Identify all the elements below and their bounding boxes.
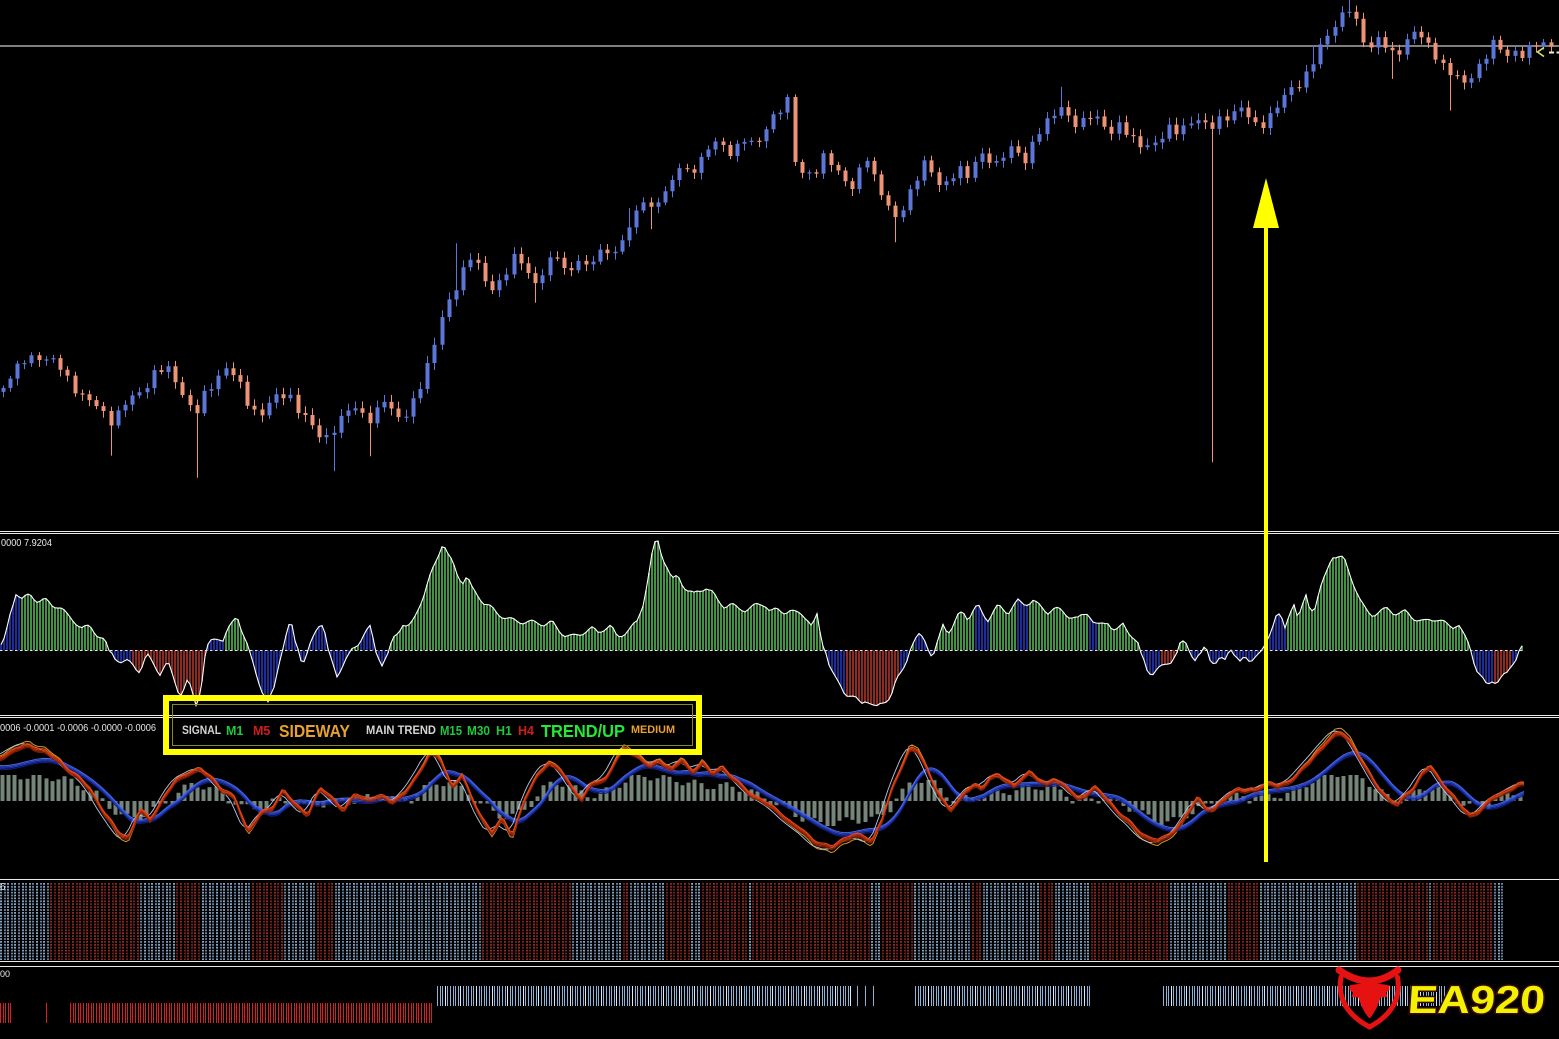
svg-text:0006 -0.0001 -0.0006 -0.0000 -: 0006 -0.0001 -0.0006 -0.0000 -0.0006 <box>0 722 156 734</box>
svg-text:6: 6 <box>0 882 6 893</box>
svg-text:H1: H1 <box>496 724 512 738</box>
svg-text:0000 7.9204: 0000 7.9204 <box>1 537 52 549</box>
svg-text:SIGNAL: SIGNAL <box>182 725 221 737</box>
svg-text:M1: M1 <box>226 724 243 738</box>
svg-text:MEDIUM: MEDIUM <box>631 724 675 736</box>
svg-text:TREND/UP: TREND/UP <box>541 721 625 741</box>
svg-text:M30: M30 <box>467 724 490 738</box>
svg-text:M5: M5 <box>253 724 270 738</box>
svg-text:MAIN TREND: MAIN TREND <box>366 725 436 737</box>
svg-text:00: 00 <box>0 969 10 979</box>
svg-text:H4: H4 <box>518 724 534 738</box>
svg-text:SIDEWAY: SIDEWAY <box>279 721 350 741</box>
svg-text:EA920: EA920 <box>1407 979 1547 1022</box>
svg-text:M15: M15 <box>440 724 462 738</box>
